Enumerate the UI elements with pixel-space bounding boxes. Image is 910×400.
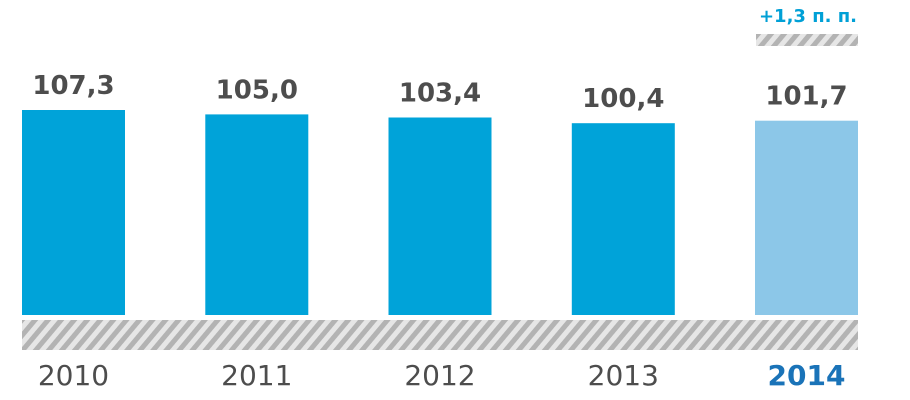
- value-label-2010: 107,3: [32, 71, 114, 101]
- bar-2014: [755, 120, 858, 315]
- hatched-baseline: [22, 320, 858, 350]
- bar-2010: [22, 110, 125, 315]
- value-label-2012: 103,4: [399, 79, 481, 109]
- hatched-baseline-band: [22, 320, 858, 350]
- year-label-2011: 2011: [221, 359, 292, 392]
- year-label-2010: 2010: [38, 359, 109, 392]
- year-labels-group: 2010 2011 2012 2013 2014: [38, 359, 846, 392]
- change-annotation-text: +1,3 п. п.: [759, 6, 857, 27]
- value-labels-group: 107,3 105,0 103,4 100,4 101,7: [32, 71, 847, 114]
- change-annotation-hatch: [756, 34, 858, 46]
- year-label-2013: 2013: [588, 359, 659, 392]
- year-label-2014: 2014: [768, 359, 846, 392]
- bar-2012: [388, 117, 492, 315]
- bars-group: [22, 110, 858, 316]
- value-label-2014: 101,7: [765, 82, 847, 112]
- value-label-2011: 105,0: [216, 75, 298, 105]
- value-label-2013: 100,4: [582, 84, 664, 114]
- change-annotation: +1,3 п. п.: [756, 6, 858, 46]
- bar-2011: [205, 114, 309, 316]
- year-label-2012: 2012: [404, 359, 475, 392]
- bar-2013: [571, 123, 675, 315]
